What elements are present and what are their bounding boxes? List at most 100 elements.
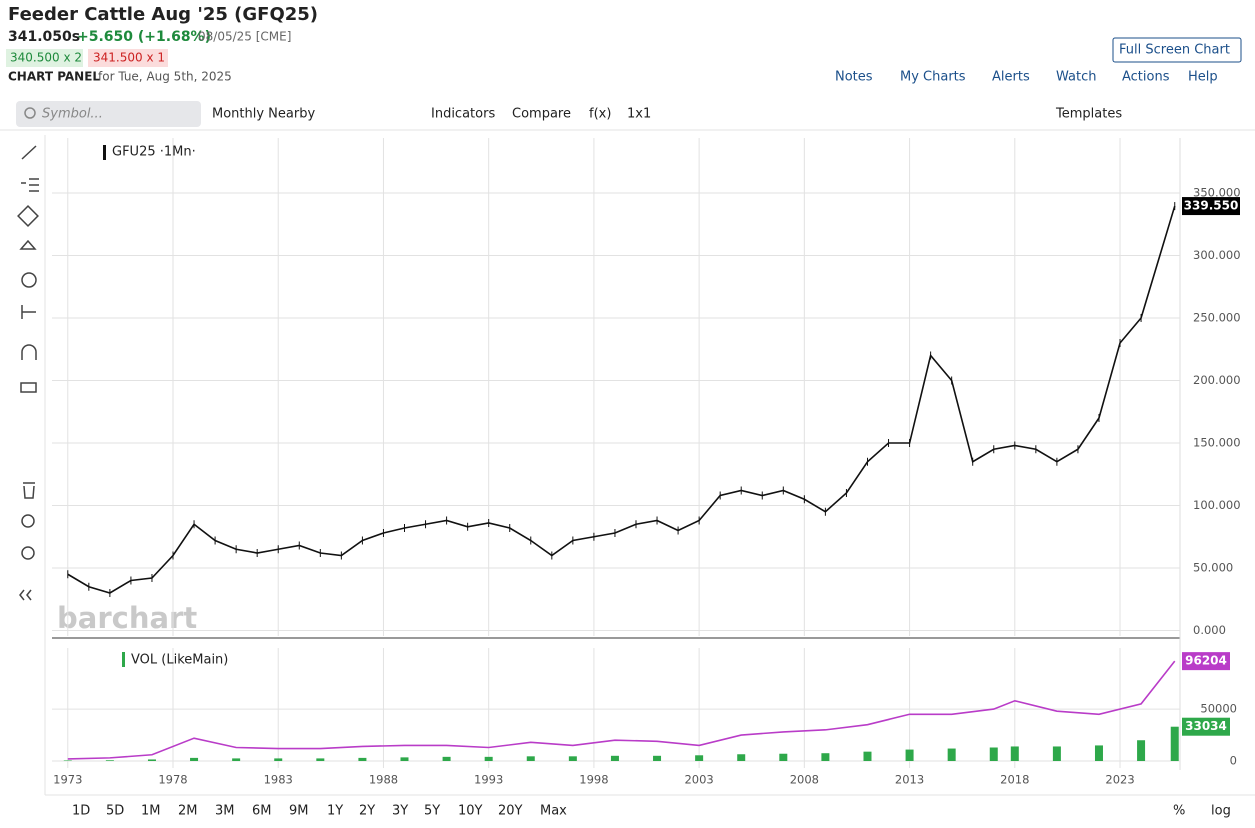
volume-bar <box>568 756 577 761</box>
last-value-box <box>1182 717 1230 736</box>
legend: GFU25 ·1Mn· <box>112 145 196 160</box>
x-tick-label: 2023 <box>1105 773 1134 787</box>
volume-bar <box>105 760 114 761</box>
change: +5.650 (+1.68%) <box>77 29 211 45</box>
period-button[interactable]: 2M <box>178 804 198 819</box>
period-button[interactable]: 3Y <box>392 804 408 819</box>
x-tick-label: 2013 <box>895 773 924 787</box>
y-tick-label: 250.000 <box>1193 311 1241 325</box>
volume-bar <box>821 753 830 761</box>
last-value-box <box>1182 652 1230 671</box>
top-link[interactable]: Alerts <box>992 70 1030 85</box>
period-button[interactable]: 1D <box>72 804 90 819</box>
period-button[interactable]: 1Y <box>327 804 343 819</box>
x-tick-label: 1973 <box>53 773 82 787</box>
full-screen-button[interactable] <box>1112 37 1242 63</box>
title: Feeder Cattle Aug '25 (GFQ25) <box>8 4 318 25</box>
volume-bar <box>400 757 409 761</box>
x-tick-label: 1983 <box>264 773 293 787</box>
legend-swatch <box>103 145 106 160</box>
ask: 341.500 x 1 <box>93 51 165 65</box>
y-tick-label: 300.000 <box>1193 248 1241 262</box>
volume-bar <box>989 747 998 761</box>
x-tick-label: 1998 <box>579 773 608 787</box>
full-screen-label[interactable]: Full Screen Chart <box>1119 43 1230 58</box>
volume-bar <box>442 756 451 761</box>
top-link[interactable]: Help <box>1188 70 1218 85</box>
last-value-label: 33034 <box>1185 719 1227 733</box>
period-button[interactable]: 10Y <box>458 804 483 819</box>
y-tick-label: 150.000 <box>1193 436 1241 450</box>
top-link[interactable]: My Charts <box>900 70 966 85</box>
y-tick-label: 0.000 <box>1193 623 1226 637</box>
period-button[interactable]: 3M <box>215 804 235 819</box>
toolbar-item[interactable]: Monthly Nearby <box>212 107 315 122</box>
toolbar-item[interactable]: 1x1 <box>627 107 651 122</box>
y-tick-label: 50.000 <box>1193 561 1233 575</box>
x-tick-label: 2008 <box>790 773 819 787</box>
sidebar-icons <box>17 145 39 601</box>
volume-bar <box>147 759 156 761</box>
volume-bar <box>526 756 535 761</box>
toolbar-item[interactable]: Indicators <box>431 107 495 122</box>
top-link[interactable]: Watch <box>1056 70 1096 85</box>
period-button[interactable]: Max <box>540 804 567 819</box>
symbol-box[interactable] <box>16 101 201 127</box>
y-tick-label: 100.000 <box>1193 498 1241 512</box>
top-link[interactable]: Notes <box>835 70 873 85</box>
volume-bar <box>1170 726 1179 761</box>
volume-bar <box>358 757 367 761</box>
toolbar-item[interactable]: Compare <box>512 107 571 122</box>
volume-bar <box>232 758 241 761</box>
volume-bar <box>1010 746 1019 761</box>
top-link[interactable]: Actions <box>1122 70 1170 85</box>
y-tick-label: 200.000 <box>1193 373 1241 387</box>
legend: VOL (LikeMain) <box>131 653 228 668</box>
last-value-label: 96204 <box>1185 654 1227 668</box>
period-button[interactable]: 2Y <box>359 804 375 819</box>
volume-bar <box>1052 746 1061 761</box>
volume-bar <box>863 751 872 761</box>
panel-date: for Tue, Aug 5th, 2025 <box>98 70 232 84</box>
volume-bar <box>190 757 199 761</box>
symbol-placeholder[interactable]: Symbol... <box>42 107 103 122</box>
volume-bar <box>905 749 914 761</box>
bid-box <box>6 49 83 67</box>
volume-bar <box>1094 745 1103 761</box>
percent-option[interactable]: % <box>1173 804 1185 819</box>
log-option[interactable]: log <box>1211 804 1231 819</box>
volume-bar <box>484 756 493 761</box>
period-button[interactable]: 1M <box>141 804 161 819</box>
volume-bar <box>63 760 72 761</box>
templates[interactable]: Templates <box>1055 107 1122 122</box>
x-tick-label: 1978 <box>158 773 187 787</box>
volume-bar <box>1137 740 1146 761</box>
x-tick-label: 2003 <box>684 773 713 787</box>
x-tick-label: 1988 <box>369 773 398 787</box>
period-button[interactable]: 9M <box>289 804 309 819</box>
x-tick-label: 1993 <box>474 773 503 787</box>
volume-bar <box>779 753 788 761</box>
volume-bar <box>274 758 283 761</box>
bid: 340.500 x 2 <box>10 51 82 65</box>
last-price: 341.050s <box>8 29 80 45</box>
watermark: barchart <box>57 601 197 635</box>
last-price-box <box>1182 197 1240 216</box>
period-button[interactable]: 5D <box>106 804 124 819</box>
ask-box <box>88 49 168 67</box>
toolbar-item[interactable]: f(x) <box>589 107 611 122</box>
volume-bar <box>695 755 704 761</box>
y-tick-label: 350.000 <box>1193 186 1241 200</box>
volume-bar <box>653 755 662 761</box>
period-button[interactable]: 5Y <box>424 804 440 819</box>
period-button[interactable]: 6M <box>252 804 272 819</box>
y-tick-label: 0 <box>1230 754 1237 768</box>
date: 08/05/25 [CME] <box>198 30 291 44</box>
volume-bar <box>610 755 619 761</box>
period-button[interactable]: 20Y <box>498 804 523 819</box>
series-line <box>67 660 1176 760</box>
y-tick-label: 50000 <box>1200 702 1237 716</box>
panel-label: CHART PANEL <box>8 70 100 84</box>
